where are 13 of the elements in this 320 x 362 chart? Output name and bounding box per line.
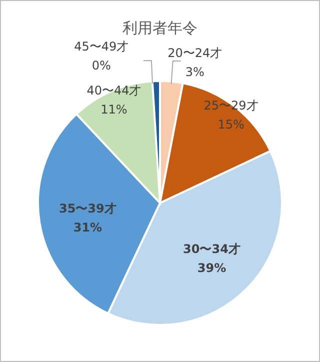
data-label: 31%: [73, 220, 102, 234]
data-label: 11%: [100, 102, 128, 117]
data-label: 39%: [197, 260, 226, 275]
slice-label: 40〜44才: [86, 84, 142, 98]
data-label: 15%: [218, 117, 244, 132]
chart-title: 利用者年令: [122, 19, 198, 37]
slice-label: 25〜29才: [204, 98, 258, 112]
text: 0%: [92, 58, 111, 73]
category-label: 45〜49才: [74, 40, 129, 54]
slice-label: 30〜34才: [183, 242, 240, 256]
slice-label: 20〜24才: [168, 46, 222, 60]
slice-label: 35〜39才: [59, 201, 116, 216]
data-label: 3%: [185, 64, 204, 79]
